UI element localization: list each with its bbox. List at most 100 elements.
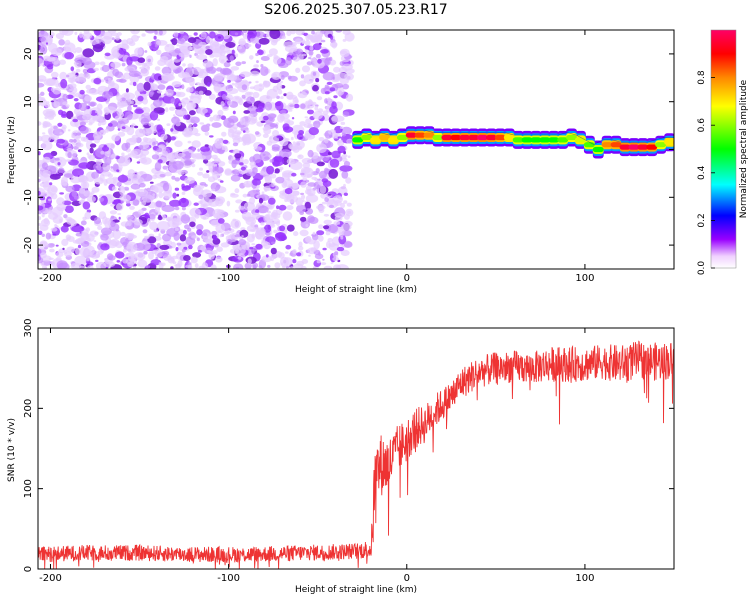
noise-speckle: [229, 55, 234, 62]
noise-speckle: [156, 90, 163, 94]
noise-speckle: [111, 46, 122, 57]
noise-speckle: [179, 31, 185, 34]
noise-speckle: [98, 197, 105, 202]
noise-speckle: [161, 250, 170, 256]
noise-speckle: [187, 227, 192, 232]
noise-speckle: [335, 87, 345, 96]
noise-speckle: [328, 204, 335, 208]
noise-speckle: [292, 249, 297, 254]
noise-speckle: [301, 194, 306, 200]
noise-speckle: [39, 252, 47, 259]
noise-speckle: [134, 251, 146, 261]
noise-speckle: [112, 163, 119, 172]
noise-speckle: [239, 162, 244, 166]
noise-speckle: [188, 244, 193, 250]
noise-speckle: [194, 90, 199, 95]
signal-track-segment: [646, 144, 658, 150]
noise-speckle: [126, 241, 138, 253]
noise-speckle: [323, 167, 329, 175]
noise-speckle: [230, 219, 241, 229]
spectrogram-y-tick-label: -10: [23, 189, 34, 205]
signal-track-edge: [593, 139, 603, 145]
noise-speckle: [295, 67, 301, 74]
noise-speckle: [234, 153, 242, 159]
signal-track-edge: [504, 132, 514, 136]
noise-speckle: [188, 123, 192, 128]
noise-speckle: [255, 212, 259, 216]
noise-speckle: [117, 213, 122, 215]
noise-speckle: [141, 194, 154, 203]
noise-speckle: [190, 158, 197, 162]
noise-speckle: [196, 54, 208, 61]
noise-speckle: [38, 230, 43, 235]
noise-speckle: [230, 66, 240, 71]
noise-speckle: [131, 34, 139, 42]
noise-speckle: [341, 154, 348, 158]
noise-speckle: [318, 207, 325, 214]
noise-speckle: [304, 40, 311, 46]
signal-track-edge: [656, 137, 666, 141]
noise-speckle: [228, 126, 238, 134]
noise-speckle: [125, 88, 129, 93]
noise-speckle: [111, 154, 117, 159]
noise-speckle: [206, 170, 210, 173]
noise-speckle: [38, 170, 43, 177]
noise-speckle: [70, 176, 82, 184]
noise-speckle: [133, 219, 143, 226]
noise-speckle: [166, 44, 170, 48]
noise-speckle: [103, 261, 116, 268]
noise-speckle: [292, 258, 297, 264]
noise-speckle: [187, 63, 194, 68]
noise-speckle: [135, 189, 149, 197]
noise-speckle: [234, 209, 240, 213]
noise-speckle: [284, 138, 290, 141]
noise-speckle: [224, 168, 232, 175]
noise-speckle: [127, 214, 131, 218]
noise-speckle: [307, 109, 314, 115]
signal-track-segment: [468, 134, 479, 141]
noise-speckle: [199, 155, 206, 160]
noise-speckle: [161, 262, 166, 266]
noise-speckle: [273, 107, 277, 111]
noise-speckle: [214, 197, 219, 199]
signal-track-edge: [353, 132, 363, 136]
noise-speckle: [220, 242, 230, 248]
noise-speckle: [220, 59, 225, 63]
noise-speckle: [95, 259, 99, 262]
noise-speckle: [221, 94, 227, 100]
noise-speckle: [197, 148, 200, 152]
noise-speckle: [268, 154, 273, 158]
noise-speckle: [38, 151, 41, 156]
noise-speckle: [250, 70, 260, 77]
colorbar-label: Normalized spectral amplitude: [739, 79, 749, 218]
noise-speckle: [187, 140, 192, 144]
noise-speckle: [91, 171, 99, 179]
noise-speckle: [156, 49, 162, 55]
noise-speckle: [323, 225, 330, 230]
noise-speckle: [246, 233, 255, 243]
noise-speckle: [50, 100, 54, 103]
noise-speckle: [274, 168, 280, 174]
noise-speckle: [187, 264, 193, 269]
noise-speckle: [66, 145, 74, 150]
noise-speckle: [271, 146, 280, 152]
noise-speckle: [137, 209, 144, 215]
noise-speckle: [52, 58, 57, 61]
signal-track-segment: [583, 142, 595, 148]
noise-speckle: [43, 121, 51, 127]
noise-speckle: [331, 41, 338, 49]
noise-speckle: [230, 193, 239, 198]
noise-speckle: [324, 197, 329, 203]
noise-speckle: [321, 162, 325, 165]
noise-speckle: [176, 242, 182, 246]
noise-speckle: [100, 227, 112, 236]
noise-speckle: [166, 123, 171, 126]
noise-speckle: [223, 51, 227, 54]
signal-track-segment: [379, 134, 390, 141]
snr-y-ticks: 0 100 200 300: [23, 318, 674, 572]
noise-speckle: [169, 199, 182, 207]
noise-speckle: [164, 43, 175, 53]
noise-speckle: [333, 66, 341, 73]
colorbar-tick-label: 0.2: [697, 213, 707, 227]
noise-speckle: [334, 215, 343, 222]
